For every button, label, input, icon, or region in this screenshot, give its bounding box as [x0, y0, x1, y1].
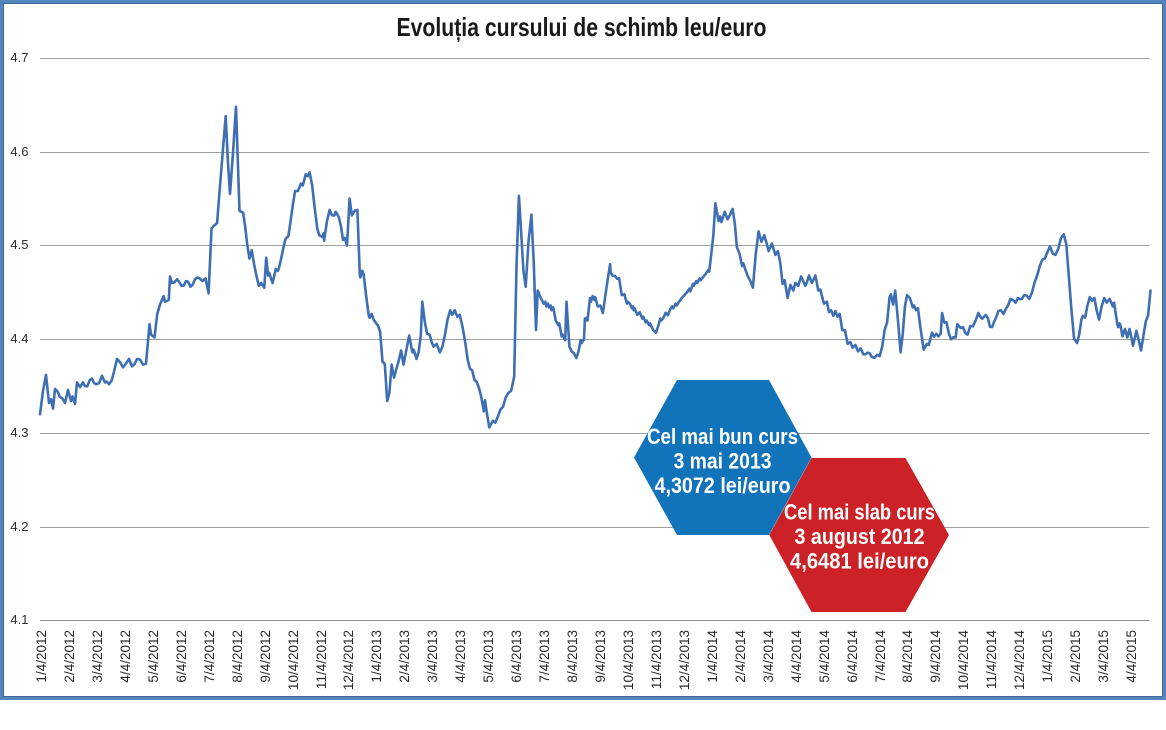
svg-text:3 august 2012: 3 august 2012 [795, 524, 925, 549]
svg-text:4,3072 lei/euro: 4,3072 lei/euro [655, 473, 791, 498]
svg-text:3 mai 2013: 3 mai 2013 [674, 449, 772, 474]
svg-text:Cel mai bun curs: Cel mai bun curs [647, 424, 798, 449]
svg-text:Evoluția cursului de schimb le: Evoluția cursului de schimb leu/euro [397, 12, 767, 42]
svg-text:Cel mai slab curs: Cel mai slab curs [784, 499, 935, 524]
svg-text:4,6481 lei/euro: 4,6481 lei/euro [790, 549, 929, 574]
